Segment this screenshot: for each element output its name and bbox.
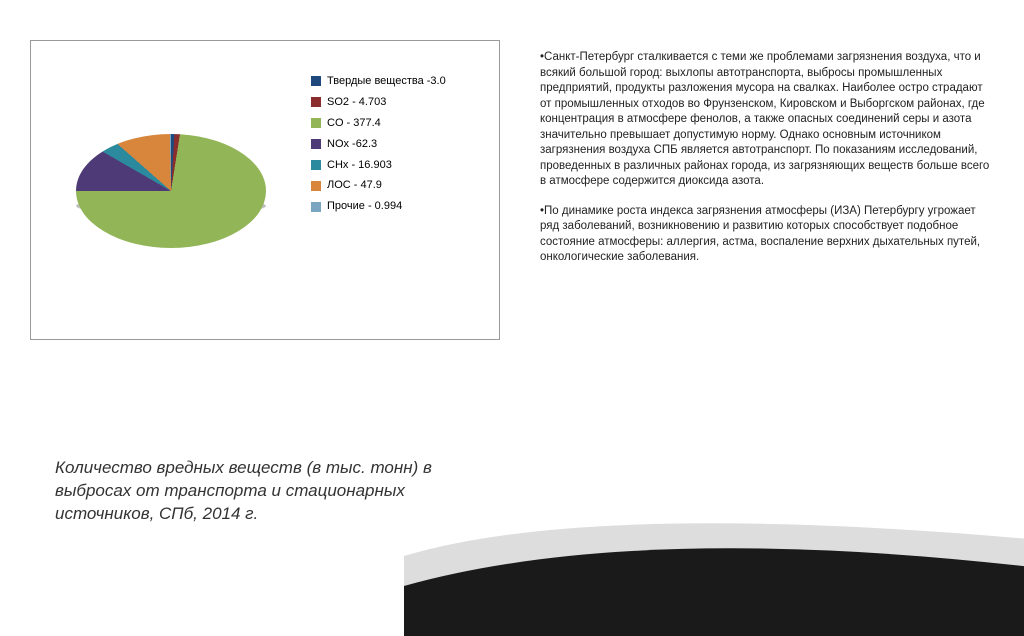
legend-label: ЛОС - 47.9 [327, 175, 382, 196]
legend-swatch [311, 97, 321, 107]
legend-item: NOx -62.3 [311, 134, 446, 155]
paragraph-1: •Санкт-Петербург сталкивается с теми же … [540, 50, 990, 190]
legend-swatch [311, 160, 321, 170]
paragraph-2-text: По динамике роста индекса загрязнения ат… [540, 205, 980, 264]
legend-label: NOx -62.3 [327, 134, 377, 155]
pie-chart [76, 96, 266, 286]
legend-item: CHx - 16.903 [311, 155, 446, 176]
legend-swatch [311, 139, 321, 149]
legend-swatch [311, 76, 321, 86]
legend-item: CO - 377.4 [311, 113, 446, 134]
paragraph-1-text: Санкт-Петербург сталкивается с теми же п… [540, 51, 989, 187]
legend-swatch [311, 118, 321, 128]
legend-label: CHx - 16.903 [327, 155, 392, 176]
legend-swatch [311, 181, 321, 191]
legend-item: Твердые вещества -3.0 [311, 71, 446, 92]
legend-swatch [311, 202, 321, 212]
legend-label: SO2 - 4.703 [327, 92, 386, 113]
legend-label: CO - 377.4 [327, 113, 381, 134]
decor-swoosh [404, 436, 1024, 636]
pie-face [76, 134, 266, 248]
chart-container: Твердые вещества -3.0SO2 - 4.703CO - 377… [30, 40, 500, 340]
chart-caption: Количество вредных веществ (в тыс. тонн)… [55, 457, 455, 526]
description-column: •Санкт-Петербург сталкивается с теми же … [540, 50, 990, 280]
legend-label: Твердые вещества -3.0 [327, 71, 446, 92]
legend-item: SO2 - 4.703 [311, 92, 446, 113]
legend-label: Прочие - 0.994 [327, 196, 402, 217]
chart-legend: Твердые вещества -3.0SO2 - 4.703CO - 377… [311, 71, 446, 217]
paragraph-2: •По динамике роста индекса загрязнения а… [540, 204, 990, 266]
legend-item: ЛОС - 47.9 [311, 175, 446, 196]
legend-item: Прочие - 0.994 [311, 196, 446, 217]
